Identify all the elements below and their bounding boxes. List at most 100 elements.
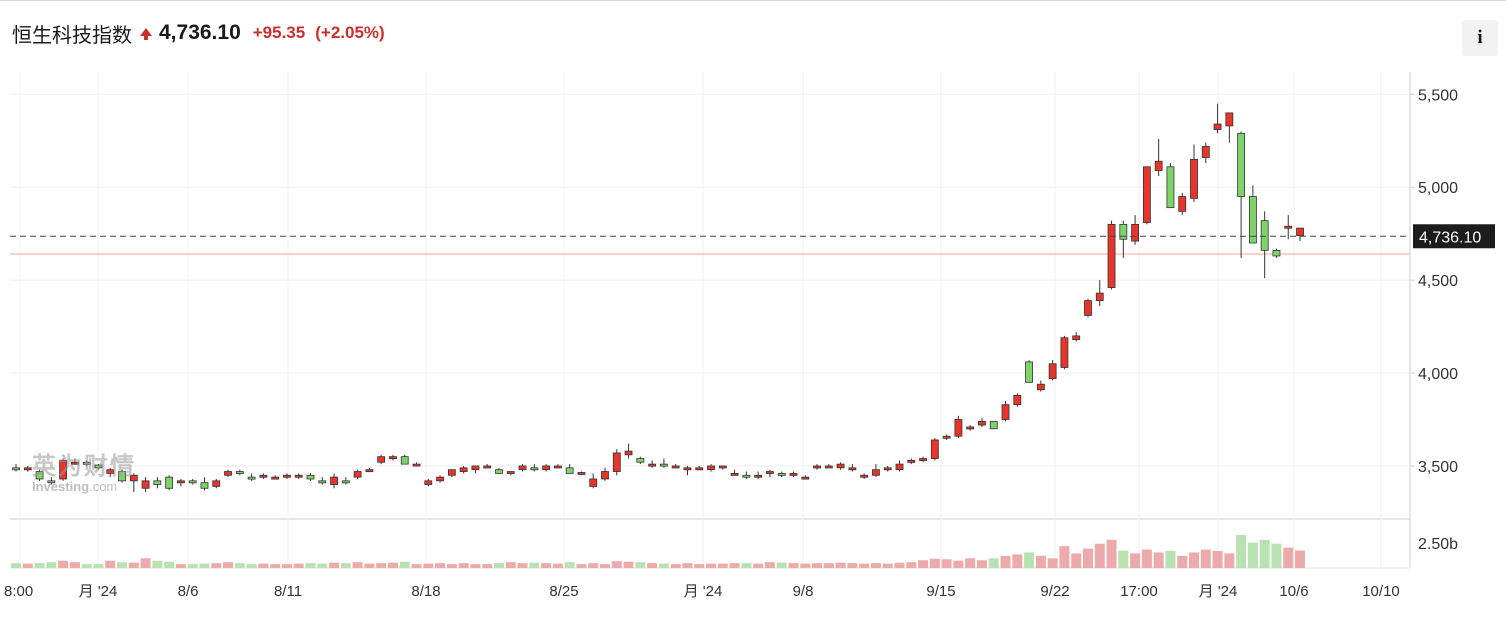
volume-bar — [117, 562, 128, 568]
volume-bar — [1200, 549, 1211, 568]
volume-bar — [128, 562, 139, 568]
x-tick-label: 8/25 — [549, 583, 578, 600]
x-tick-label: 10/10 — [1362, 583, 1400, 600]
volume-bar — [364, 563, 375, 568]
x-tick-label: 9/15 — [926, 583, 955, 600]
volume-bar — [706, 563, 717, 568]
candle-body — [1190, 158, 1198, 199]
last-price: 4,736.10 — [159, 21, 241, 44]
y-tick-label: 3,500 — [1418, 459, 1458, 476]
volume-bar — [58, 560, 69, 568]
volume-bar — [199, 563, 210, 568]
volume-bar — [847, 563, 858, 568]
volume-bar — [340, 563, 351, 568]
candle-body — [1249, 196, 1257, 244]
candle-body — [506, 471, 515, 474]
top-border — [0, 0, 1506, 1]
candle-body — [424, 480, 433, 485]
candle-body — [1084, 300, 1092, 316]
info-button[interactable]: i — [1462, 20, 1498, 56]
volume-bar — [435, 563, 446, 568]
volume-bar — [1059, 546, 1070, 568]
last-price-label-box — [1413, 224, 1495, 249]
volume-bar — [1165, 551, 1176, 568]
candle-body — [177, 480, 185, 484]
price-change: +95.35 — [252, 23, 306, 42]
volume-bar — [835, 562, 846, 568]
volume-bar — [776, 562, 787, 568]
volume-bar — [1082, 548, 1093, 568]
candle-body — [294, 474, 303, 478]
volume-bar — [941, 559, 952, 568]
volume-bar — [729, 563, 740, 568]
volume-bar — [682, 563, 693, 568]
watermark-en: Investing.com — [32, 480, 142, 494]
candle-body — [259, 474, 268, 478]
volume-bar — [93, 564, 104, 568]
volume-bar — [1094, 543, 1105, 568]
candle-body — [777, 472, 786, 476]
volume-bar — [223, 562, 234, 568]
candle-body — [671, 465, 680, 469]
volume-bar — [1271, 543, 1282, 568]
candle-body — [82, 461, 91, 465]
candle-body — [23, 467, 32, 471]
candle-body — [978, 420, 986, 426]
volume-bar — [140, 558, 151, 568]
volume-bar — [1035, 555, 1046, 568]
volume-bar — [976, 560, 987, 568]
volume-bar — [152, 560, 163, 568]
candle-body — [118, 471, 126, 482]
volume-bar — [600, 564, 610, 568]
candle-body — [883, 467, 892, 471]
volume-bar — [1259, 539, 1270, 568]
candle-body — [165, 476, 174, 489]
x-tick-label: 月 '24 — [1199, 583, 1238, 600]
volume-bar — [788, 563, 799, 568]
volume-bar — [635, 562, 646, 568]
volume-bar — [258, 563, 269, 568]
candle-body — [789, 472, 798, 476]
watermark-en-suffix: .com — [89, 479, 118, 494]
volume-bar — [505, 562, 516, 568]
volume-bar — [623, 561, 634, 568]
candle-body — [389, 456, 397, 460]
volume-bar — [918, 560, 929, 568]
candle-body — [94, 464, 103, 469]
volume-bar — [423, 563, 434, 568]
candle-body — [942, 435, 951, 439]
candle-body — [542, 465, 550, 471]
candle-body — [530, 467, 539, 471]
candle-body — [766, 471, 774, 474]
candle-body — [212, 480, 221, 487]
candle-body — [954, 419, 963, 437]
candle-body — [447, 469, 456, 476]
volume-bar — [482, 564, 493, 568]
volume-bar — [658, 563, 669, 568]
volume-bar — [929, 558, 940, 568]
volume-bar — [270, 564, 281, 568]
volume-bar — [670, 564, 681, 568]
x-tick-label: 10/6 — [1279, 583, 1308, 600]
volume-bar — [870, 563, 881, 568]
volume-bar — [1130, 553, 1141, 568]
candle-body — [235, 471, 244, 474]
candle-body — [1272, 249, 1281, 257]
candle-body — [1201, 145, 1210, 158]
candle-body — [1213, 123, 1222, 131]
volume-bar — [1224, 553, 1235, 568]
volume-bar — [988, 558, 999, 568]
volume-bar — [175, 564, 186, 568]
candle-body — [930, 439, 939, 459]
investing-watermark-logo: 英为财情 Investing.com — [32, 454, 142, 502]
candle-body — [1178, 196, 1187, 212]
candle-body — [518, 465, 527, 471]
candle-body — [1154, 160, 1163, 171]
volume-bar — [1000, 555, 1011, 568]
candle-body — [224, 471, 232, 476]
volume-bar — [1189, 552, 1199, 568]
volume-bar — [611, 561, 622, 568]
volume-bar — [11, 563, 21, 568]
candle-body — [247, 476, 256, 480]
